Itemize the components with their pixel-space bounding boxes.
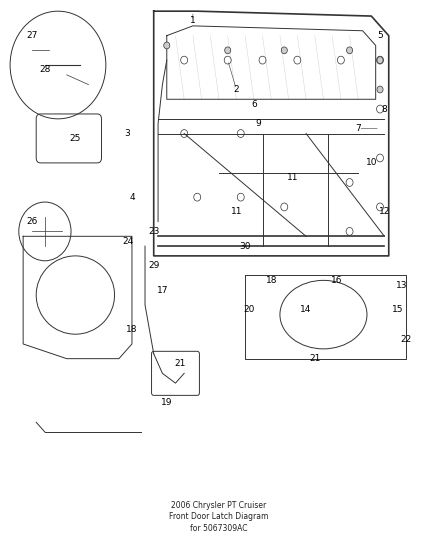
Text: 25: 25 — [70, 134, 81, 143]
Circle shape — [281, 47, 287, 54]
Circle shape — [377, 56, 383, 63]
Text: 24: 24 — [122, 237, 133, 246]
Text: 27: 27 — [26, 31, 38, 40]
Text: 2006 Chrysler PT Cruiser
Front Door Latch Diagram
for 5067309AC: 2006 Chrysler PT Cruiser Front Door Latc… — [170, 500, 268, 533]
Text: 28: 28 — [39, 66, 51, 75]
Text: 8: 8 — [381, 104, 387, 114]
Text: 12: 12 — [379, 207, 390, 216]
Text: 22: 22 — [400, 335, 412, 344]
Text: 20: 20 — [244, 305, 255, 314]
Text: 30: 30 — [239, 241, 251, 251]
Text: 29: 29 — [148, 261, 159, 270]
Text: 14: 14 — [300, 305, 312, 314]
Text: 2: 2 — [233, 85, 239, 94]
Circle shape — [164, 42, 170, 49]
Text: 16: 16 — [331, 276, 342, 285]
Text: 4: 4 — [129, 192, 135, 201]
Circle shape — [346, 47, 353, 54]
Text: 13: 13 — [396, 281, 407, 290]
Text: 10: 10 — [366, 158, 377, 167]
Text: 3: 3 — [125, 129, 131, 138]
Text: 21: 21 — [309, 354, 321, 363]
Text: 23: 23 — [148, 227, 159, 236]
Text: 18: 18 — [265, 276, 277, 285]
Text: 15: 15 — [392, 305, 403, 314]
Text: 6: 6 — [251, 100, 257, 109]
Circle shape — [377, 86, 383, 93]
Text: 7: 7 — [355, 124, 361, 133]
Text: 21: 21 — [174, 359, 186, 368]
Text: 18: 18 — [126, 325, 138, 334]
Text: 1: 1 — [190, 17, 196, 26]
Text: 11: 11 — [287, 173, 299, 182]
Circle shape — [225, 47, 231, 54]
Text: 11: 11 — [231, 207, 242, 216]
Text: 19: 19 — [161, 398, 173, 407]
Text: 17: 17 — [157, 286, 168, 295]
Text: 5: 5 — [377, 31, 383, 40]
Text: 26: 26 — [26, 217, 38, 226]
Text: 9: 9 — [255, 119, 261, 128]
